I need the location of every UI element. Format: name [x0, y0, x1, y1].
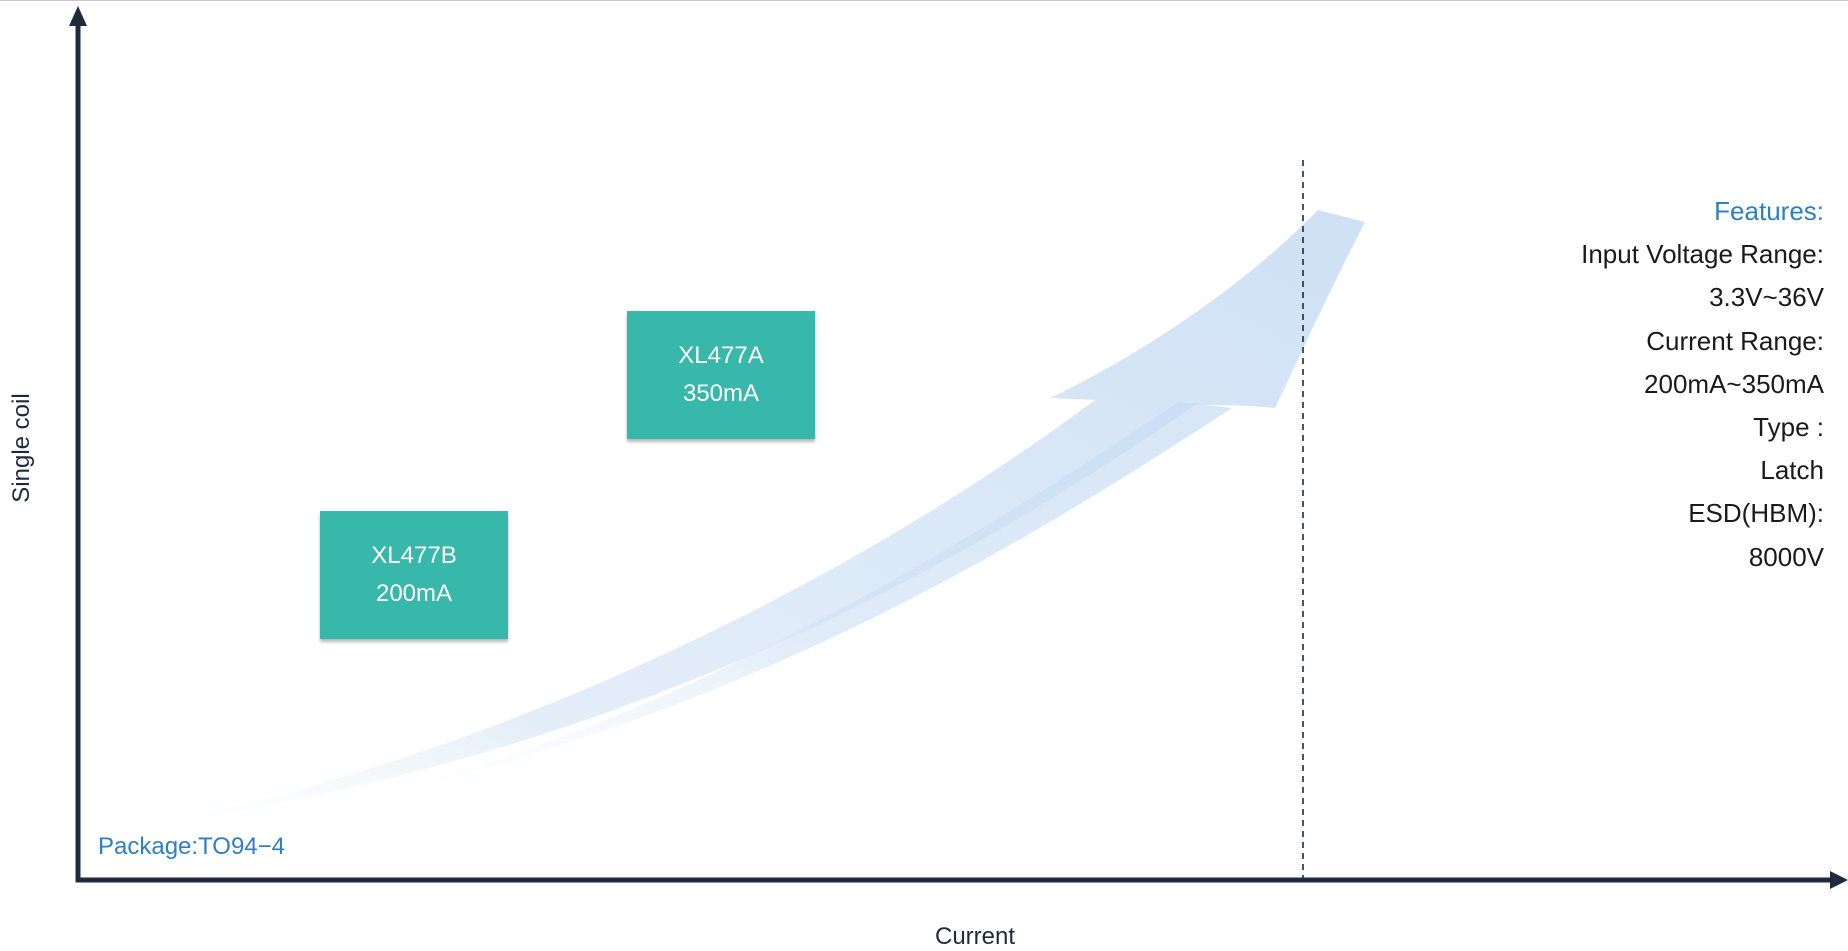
feature-line: ESD(HBM):: [1688, 498, 1824, 529]
feature-line: 3.3V~36V: [1709, 282, 1824, 313]
feature-line: Input Voltage Range:: [1581, 239, 1824, 270]
feature-line: 8000V: [1748, 541, 1824, 572]
feature-line: 200mA~350mA: [1644, 368, 1824, 399]
features-title: Features:: [1714, 196, 1824, 226]
feature-line: Type :: [1753, 412, 1824, 443]
features-panel: Features: Input Voltage Range: 3.3V~36V …: [1581, 190, 1824, 579]
package-label: Package:TO94−4: [98, 833, 286, 860]
product-xl477a-box: XL477A 350mA: [627, 311, 815, 439]
y-axis-label: Single coil: [8, 393, 35, 503]
y-axis-arrowhead: [69, 6, 87, 26]
product-name: XL477B: [371, 542, 457, 569]
x-axis-arrowhead: [1830, 871, 1848, 889]
product-xl477b-box: XL477B 200mA: [320, 511, 508, 639]
growth-arrow-body: [120, 210, 1365, 830]
feature-line: Latch: [1760, 455, 1824, 486]
growth-arrow-shade: [270, 402, 1232, 818]
product-current: 350mA: [682, 380, 760, 407]
top-border: [0, 0, 1848, 1]
x-axis-label: Current: [934, 923, 1016, 950]
feature-line: Current Range:: [1646, 325, 1824, 356]
product-current: 200mA: [375, 580, 453, 607]
product-name: XL477A: [678, 342, 764, 369]
